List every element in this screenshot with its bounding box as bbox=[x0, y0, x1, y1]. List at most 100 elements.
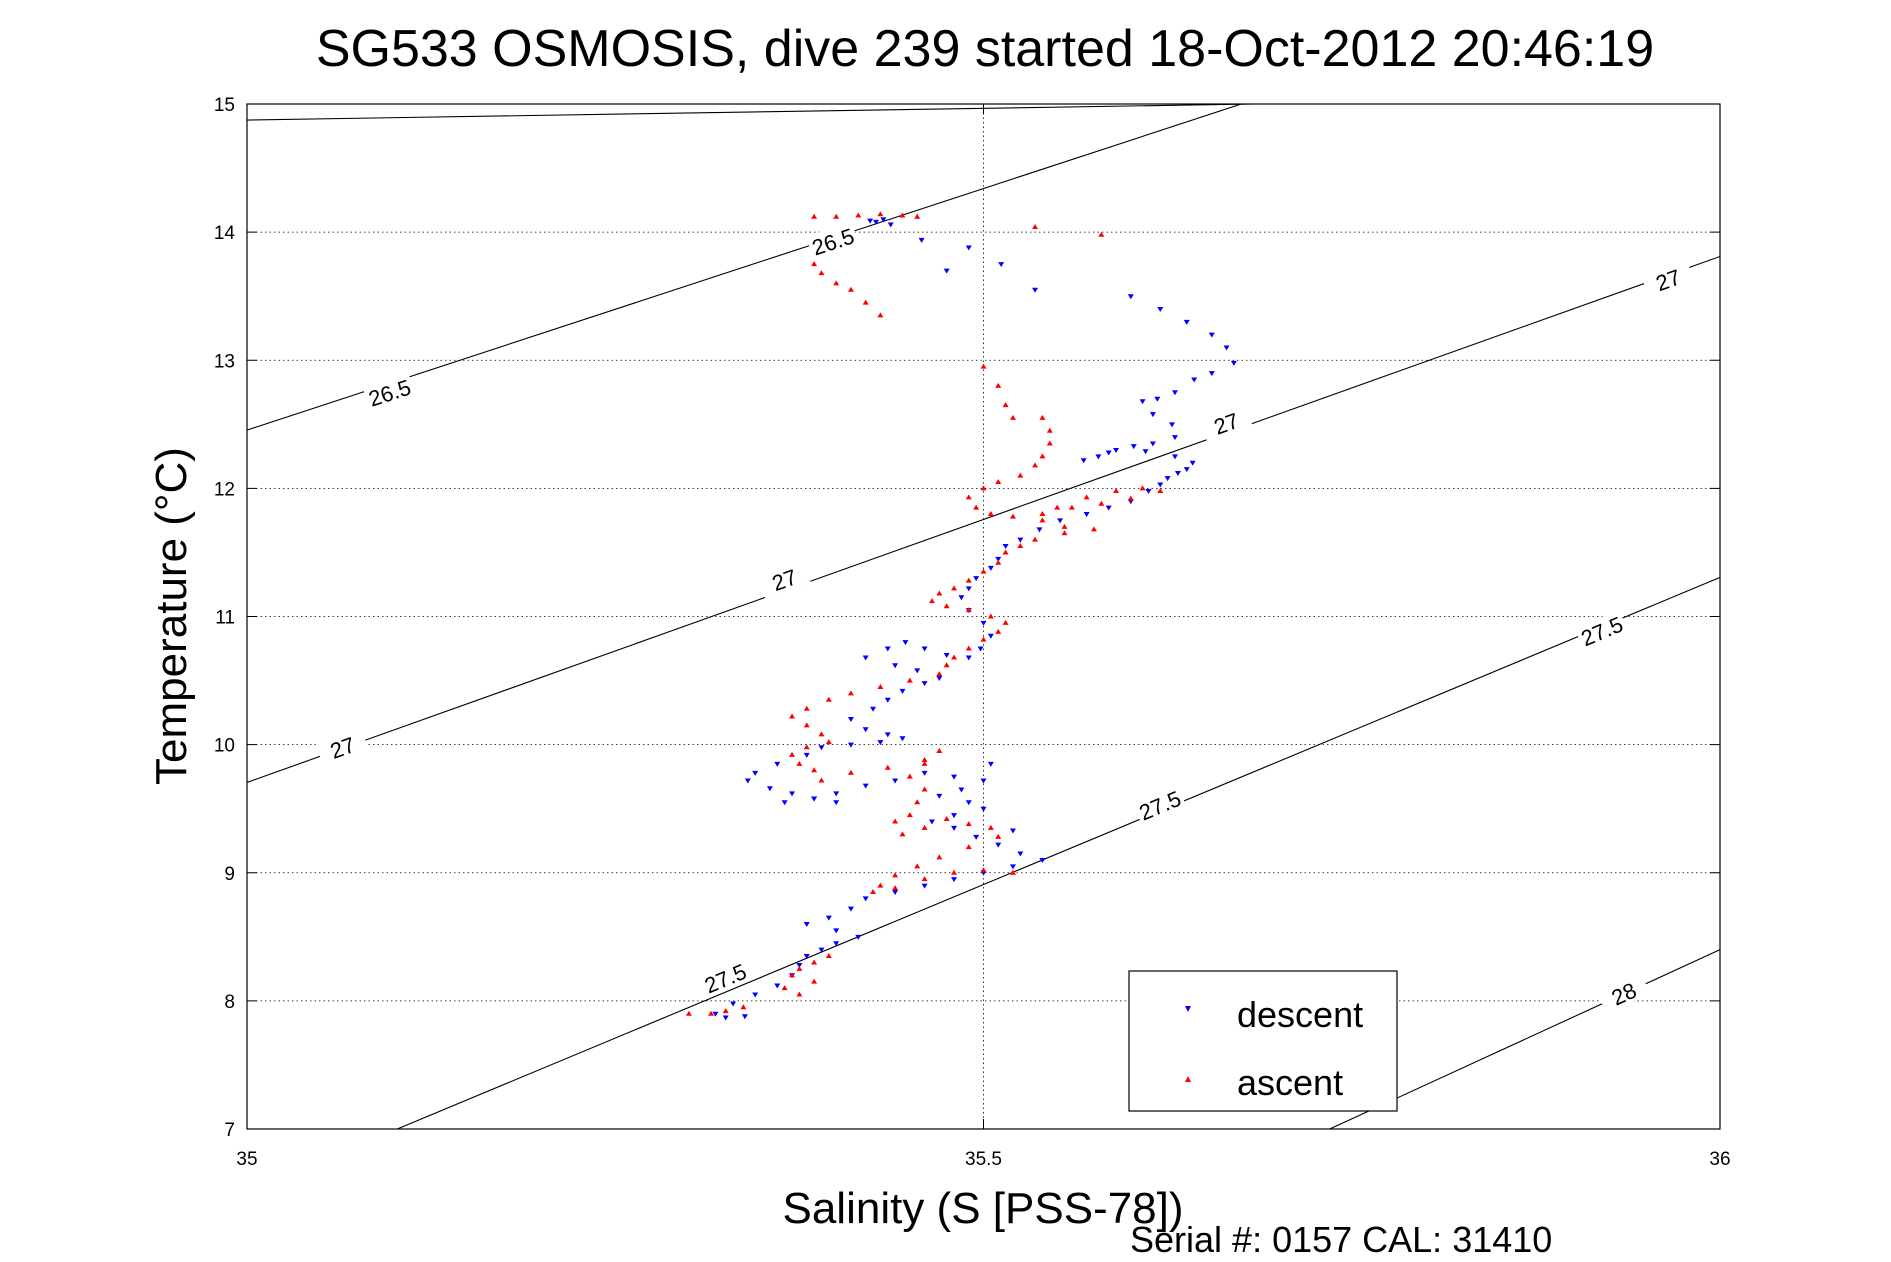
descent-point bbox=[958, 787, 965, 793]
descent-point bbox=[1149, 412, 1156, 418]
ascent-point bbox=[803, 705, 810, 711]
ascent-point bbox=[980, 867, 987, 873]
descent-point bbox=[862, 896, 869, 902]
ascent-point bbox=[847, 769, 854, 775]
descent-point bbox=[712, 1011, 719, 1017]
descent-point bbox=[951, 774, 958, 780]
descent-point bbox=[752, 992, 759, 998]
descent-point bbox=[1183, 467, 1190, 473]
ascent-point bbox=[1054, 504, 1061, 510]
ascent-point bbox=[1032, 224, 1039, 229]
descent-point bbox=[847, 717, 854, 722]
descent-point bbox=[833, 800, 840, 806]
descent-point bbox=[872, 219, 879, 225]
ascent-point bbox=[995, 382, 1002, 388]
legend-label-descent: descent bbox=[1237, 994, 1363, 1035]
descent-point bbox=[884, 646, 891, 652]
descent-point bbox=[987, 633, 994, 639]
descent-point bbox=[1157, 482, 1164, 488]
ascent-point bbox=[951, 869, 958, 875]
ascent-point bbox=[892, 818, 899, 824]
ascent-point bbox=[921, 876, 928, 882]
descent-point bbox=[847, 742, 854, 748]
ascent-point bbox=[796, 991, 803, 997]
descent-point bbox=[774, 983, 781, 989]
contour-label-bg bbox=[1596, 971, 1651, 1014]
ascent-point bbox=[1017, 472, 1024, 478]
ascent-point bbox=[921, 824, 928, 830]
ascent-point bbox=[928, 598, 935, 604]
descent-point bbox=[1171, 435, 1178, 441]
descent-point bbox=[1080, 458, 1087, 464]
descent-point bbox=[781, 800, 788, 806]
descent-point bbox=[803, 752, 810, 758]
density-contour-27 bbox=[247, 255, 1720, 783]
ascent-point bbox=[1113, 487, 1120, 493]
ascent-point bbox=[1002, 619, 1009, 625]
ascent-point bbox=[965, 821, 972, 827]
descent-point bbox=[1174, 471, 1181, 476]
contour-label-bg bbox=[1199, 403, 1253, 442]
descent-point bbox=[902, 640, 909, 646]
y-tick-label: 11 bbox=[215, 608, 235, 629]
y-tick-label: 9 bbox=[224, 864, 235, 885]
ascent-point bbox=[803, 744, 810, 750]
descent-point bbox=[1189, 460, 1196, 466]
ascent-point bbox=[818, 270, 825, 276]
ascent-point bbox=[936, 671, 943, 677]
descent-point bbox=[884, 732, 891, 738]
ascent-point bbox=[899, 212, 906, 218]
descent-point bbox=[833, 941, 840, 947]
ascent-point bbox=[1061, 523, 1068, 529]
descent-point bbox=[973, 576, 980, 582]
ascent-point bbox=[921, 757, 928, 762]
serial-cal-footer: Serial #: 0157 CAL: 31410 bbox=[1130, 1219, 1552, 1260]
ascent-point bbox=[1009, 414, 1016, 420]
ascent-point bbox=[943, 815, 950, 821]
descent-point bbox=[1017, 851, 1024, 857]
descent-point bbox=[928, 819, 935, 825]
descent-point bbox=[914, 668, 921, 674]
ascent-point bbox=[811, 959, 818, 965]
ascent-point bbox=[980, 568, 987, 574]
ascent-point bbox=[995, 628, 1002, 634]
ascent-point bbox=[965, 607, 972, 613]
ascent-point bbox=[1090, 526, 1097, 532]
ascent-point bbox=[980, 636, 987, 642]
descent-point bbox=[995, 556, 1002, 562]
descent-point bbox=[766, 786, 773, 792]
legend: descent ascent bbox=[1128, 970, 1398, 1112]
chart-title: SG533 OSMOSIS, dive 239 started 18-Oct-2… bbox=[316, 20, 1654, 78]
descent-point bbox=[965, 586, 972, 592]
ascent-point bbox=[892, 885, 899, 891]
descent-point bbox=[833, 928, 840, 934]
descent-point bbox=[1032, 287, 1039, 293]
data-points bbox=[685, 211, 1237, 1021]
ascent-point bbox=[796, 760, 803, 766]
contour-label-bg bbox=[757, 559, 811, 599]
x-axis-label: Salinity (S [PSS-78]) bbox=[782, 1184, 1183, 1233]
ascent-point bbox=[921, 786, 928, 792]
descent-point bbox=[877, 740, 884, 746]
legend-label-ascent: ascent bbox=[1237, 1062, 1343, 1103]
contour-label-bg bbox=[1574, 609, 1629, 651]
ascent-point bbox=[892, 872, 899, 878]
descent-point bbox=[918, 237, 925, 243]
ascent-point bbox=[1032, 462, 1039, 468]
descent-point bbox=[980, 778, 987, 784]
contour-label-bg bbox=[698, 956, 752, 998]
descent-point bbox=[833, 791, 840, 797]
ascent-point bbox=[906, 812, 913, 818]
ascent-point bbox=[740, 1004, 747, 1010]
descent-point bbox=[1164, 476, 1171, 482]
ascent-point bbox=[951, 585, 958, 591]
legend-marker-descent bbox=[1185, 1006, 1191, 1012]
contour-label: 27.5 bbox=[1574, 609, 1629, 651]
descent-point bbox=[1113, 447, 1120, 453]
descent-point bbox=[892, 889, 899, 895]
plot-area bbox=[247, 104, 1720, 1129]
descent-point bbox=[1130, 444, 1137, 450]
ascent-point bbox=[1068, 504, 1075, 510]
ascent-point bbox=[1098, 500, 1105, 506]
